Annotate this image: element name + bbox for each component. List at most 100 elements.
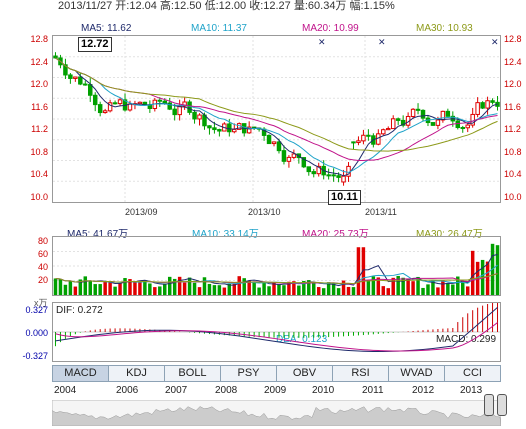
candle-body <box>376 133 381 145</box>
tab-cci[interactable]: CCI <box>463 367 482 379</box>
range-handle-right[interactable] <box>497 394 507 416</box>
volume-panel[interactable] <box>52 236 501 296</box>
volume-bar <box>177 276 182 295</box>
macd-value-label: MACD: 0.299 <box>436 334 497 345</box>
price-ma30-line <box>55 57 498 152</box>
event-marker-icon: ✕ <box>378 37 386 47</box>
year-timeline[interactable]: 2004 2006 2007 2008 2009 2010 2011 2012 … <box>52 385 501 400</box>
vol-ma20-label: MA20: 25.73万 <box>302 229 369 240</box>
volume-bar <box>252 281 256 295</box>
volume-bar <box>182 282 187 295</box>
tab-rsi[interactable]: RSI <box>333 366 389 381</box>
price-ma5-line <box>55 57 498 177</box>
price-ma30-label: MA30: 10.93 <box>416 23 473 34</box>
candle-body <box>88 84 93 96</box>
volume-bar <box>108 281 112 295</box>
candle-body <box>301 157 307 168</box>
candle-body <box>207 125 212 129</box>
volume-bar <box>148 283 152 295</box>
volume-bar <box>242 278 246 295</box>
price-axis-right-label: 12.8 <box>504 34 522 44</box>
tab-kdj[interactable]: KDJ <box>109 366 165 381</box>
candle-body <box>157 99 163 102</box>
vol-ma10-label: MA10: 33.14万 <box>192 229 259 240</box>
candle-body <box>276 141 282 152</box>
candle-body <box>212 127 217 131</box>
macd-axis-zero: 0.000 <box>25 328 48 338</box>
volume-bar <box>272 282 276 295</box>
volume-bar <box>326 282 331 295</box>
candle-body <box>187 101 192 113</box>
candle-body <box>53 55 58 59</box>
volume-bar <box>277 284 281 295</box>
date-label-sep: 2013/09 <box>125 207 158 217</box>
candle-body <box>480 102 485 109</box>
year-2008: 2008 <box>215 385 238 396</box>
volume-bar <box>88 280 92 295</box>
volume-bar <box>58 279 63 295</box>
low-price-flag: 10.11 <box>328 190 361 205</box>
volume-bar <box>83 276 88 295</box>
year-2007: 2007 <box>165 385 188 396</box>
price-chart: ✕ ✕ ✕ <box>53 36 500 202</box>
volume-bar <box>461 280 465 295</box>
range-handle-left[interactable] <box>484 394 494 416</box>
volume-bar <box>341 280 346 295</box>
macd-panel[interactable] <box>52 302 501 362</box>
tab-obv[interactable]: OBV <box>277 366 333 381</box>
volume-bar <box>302 280 306 295</box>
candle-body <box>465 124 470 129</box>
year-2006: 2006 <box>116 385 139 396</box>
price-ma10-label: MA10: 11.37 <box>191 23 247 34</box>
tab-macd[interactable]: MACD <box>53 366 109 381</box>
year-2010: 2010 <box>312 385 335 396</box>
candle-body <box>490 100 495 103</box>
volume-bar <box>128 279 132 295</box>
candle-body <box>112 102 118 105</box>
price-ma5-label: MA5: 11.62 <box>81 23 132 34</box>
overview-mini-chart[interactable] <box>52 400 501 426</box>
candle-body <box>316 165 321 175</box>
candle-body <box>137 101 143 105</box>
volume-bar <box>257 287 261 295</box>
volume-bar <box>187 277 192 295</box>
candle-body <box>460 127 465 130</box>
year-2011: 2011 <box>362 385 384 396</box>
volume-bar <box>158 286 162 295</box>
price-axis-right-label: 12.4 <box>504 56 522 67</box>
date-label-nov: 2013/11 <box>365 207 397 217</box>
candle-body <box>192 111 197 120</box>
candle-body <box>78 76 83 85</box>
tab-wvad[interactable]: WVAD <box>389 366 445 381</box>
volume-axis-label: 20 <box>37 275 48 285</box>
candle-body <box>475 102 480 115</box>
tab-psy[interactable]: PSY <box>221 366 277 381</box>
price-panel[interactable]: ✕ ✕ ✕ <box>52 35 501 203</box>
volume-bar <box>371 276 376 295</box>
price-axis-left-label: 10.8 <box>30 146 48 157</box>
candle-body <box>167 102 172 110</box>
tab-boll[interactable]: BOLL <box>165 366 221 381</box>
event-marker-icon: ✕ <box>318 37 326 47</box>
volume-bar <box>267 286 271 295</box>
quote-summary: 2013/11/27 开:12.04 高:12.50 低:12.00 收:12.… <box>58 0 395 12</box>
candle-body <box>341 175 346 183</box>
volume-bar <box>93 284 97 295</box>
volume-bar <box>217 285 222 295</box>
year-2012: 2012 <box>412 385 435 396</box>
volume-bar <box>426 284 430 295</box>
volume-bar <box>133 281 137 295</box>
vol-ma5-label: MA5: 41.67万 <box>67 229 129 240</box>
candle-body <box>291 153 297 158</box>
volume-bar <box>465 286 470 295</box>
price-axis-right-label: 11.2 <box>504 124 521 134</box>
candle-body <box>435 119 441 126</box>
volume-bar <box>167 276 172 295</box>
candle-body <box>246 126 252 134</box>
price-axis-left-label: 12.4 <box>30 56 48 67</box>
volume-bar <box>411 281 415 295</box>
volume-bar <box>386 288 390 295</box>
high-price-flag: 12.72 <box>78 37 112 52</box>
volume-bar <box>202 277 207 295</box>
candle-body <box>107 102 113 112</box>
